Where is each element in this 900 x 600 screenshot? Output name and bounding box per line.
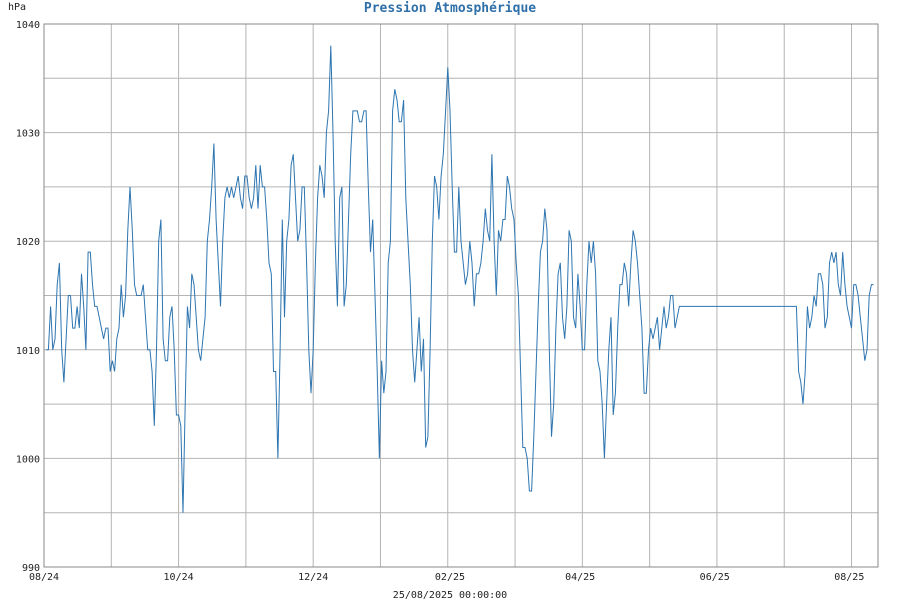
x-tick-label: 04/25 (565, 572, 595, 583)
x-tick-label: 08/25 (834, 572, 864, 583)
timestamp-footer: 25/08/2025 00:00:00 (393, 590, 507, 600)
x-tick-label: 08/24 (29, 572, 59, 583)
y-tick-label: 1010 (16, 346, 40, 357)
y-tick-label: 990 (22, 563, 40, 574)
y-tick-label: 1040 (16, 20, 40, 31)
x-tick-label: 06/25 (700, 572, 730, 583)
grid (44, 23, 878, 568)
x-tick-label: 10/24 (164, 572, 194, 583)
y-tick-label: 1000 (16, 454, 40, 465)
x-tick-label: 02/25 (435, 572, 465, 583)
x-tick-label: 12/24 (298, 572, 328, 583)
y-axis-ticks: 990 1000 1010 1020 1030 1040 (16, 20, 40, 574)
chart-title: Pression Atmosphérique (364, 1, 536, 16)
y-tick-label: 1020 (16, 237, 40, 248)
x-axis-ticks: 08/24 10/24 12/24 02/25 04/25 06/25 08/25 (29, 572, 864, 583)
pressure-series-line (46, 45, 874, 513)
y-axis-unit-label: hPa (8, 2, 26, 13)
y-tick-label: 1030 (16, 129, 40, 140)
plot-frame (43, 23, 879, 568)
series-layer (46, 45, 874, 513)
